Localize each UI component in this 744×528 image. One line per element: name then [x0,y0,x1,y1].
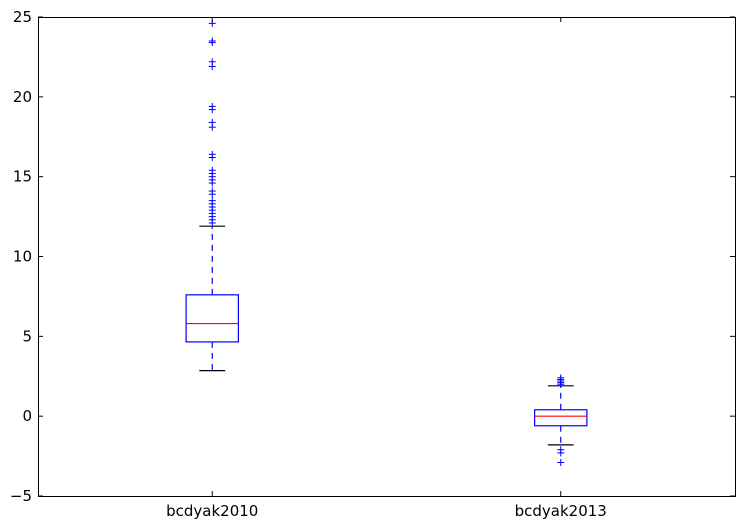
outlier-point [557,449,565,457]
x-axis: bcdyak2010 bcdyak2013 [166,17,607,520]
outlier-point [557,458,565,466]
outlier-point [208,58,216,66]
y-tick-label: 0 [22,407,32,425]
y-tick-label: −5 [10,487,32,505]
outlier-point [208,187,216,195]
outlier-point [557,374,565,382]
y-tick-label: 5 [22,327,32,345]
plot-area [38,17,736,497]
box-bcdyak2013 [534,374,588,466]
box-bcdyak2010 [185,19,239,372]
x-tick-label: bcdyak2010 [166,502,258,520]
outlier-point [208,197,216,205]
plot-frame [38,17,736,497]
iqr-box [534,409,588,427]
outlier-point [208,166,216,174]
box-series [185,19,588,466]
iqr-box [185,294,239,343]
outlier-point [208,118,216,126]
outlier-point [208,37,216,45]
y-tick-label: 10 [13,248,32,266]
y-tick-label: 15 [13,168,32,186]
outlier-point [208,102,216,110]
y-tick-label: 20 [13,88,32,106]
outlier-point [208,150,216,158]
y-tick-label: 25 [13,8,32,26]
x-tick-label: bcdyak2013 [515,502,607,520]
y-axis: −5 0 5 10 15 20 25 [10,8,735,505]
